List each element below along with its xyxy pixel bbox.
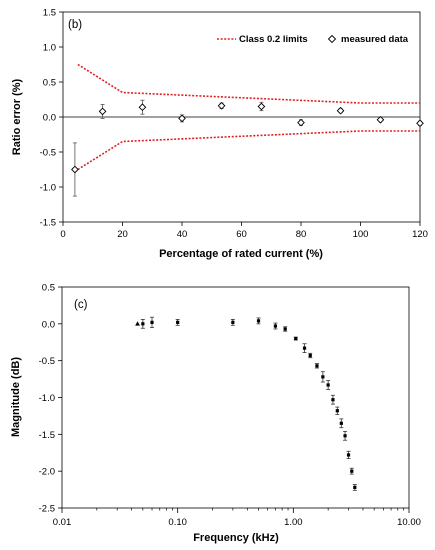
- y-tick-label: -0.5: [39, 356, 55, 367]
- legend-label-limits: Class 0.2 limits: [239, 34, 308, 45]
- data-point: [141, 322, 145, 326]
- y-tick-label: 1.5: [43, 8, 56, 19]
- data-point: [353, 485, 357, 489]
- data-point: [350, 469, 354, 473]
- data-point: [135, 321, 140, 326]
- data-point: [178, 114, 186, 123]
- y-tick-label: -1.0: [40, 183, 56, 194]
- data-point: [343, 434, 347, 438]
- magnitude-points: [135, 316, 357, 491]
- y-tick-label: 0.0: [43, 113, 56, 124]
- data-point: [138, 103, 147, 112]
- data-point: [302, 346, 307, 350]
- limit-lines: [77, 63, 420, 171]
- data-point: [336, 106, 345, 115]
- data-point: [315, 364, 319, 368]
- data-point: [326, 383, 330, 387]
- legend-label-measured: measured data: [341, 34, 409, 45]
- panel-label: (b): [68, 19, 82, 31]
- data-point: [346, 453, 351, 457]
- data-point: [331, 398, 335, 402]
- chart-magnitude: 0.01 0.10 1.00 10.00 -2.5 -2.0 -1.5 -1.0 -0.5 0.…: [10, 283, 421, 545]
- x-axis-ticks: 0 20 40 60 80 100 120: [60, 222, 428, 240]
- y-tick-label: -2.5: [39, 504, 55, 515]
- y-tick-label: 0.0: [42, 319, 55, 330]
- y-axis-ticks: -1.5 -1.0 -0.5 0.0 0.5 1.0 1.5: [40, 8, 63, 229]
- data-point: [176, 320, 180, 324]
- data-point: [256, 319, 261, 323]
- data-point: [257, 102, 266, 111]
- legend: Class 0.2 limits measured data: [217, 34, 409, 45]
- x-tick-label: 100: [353, 229, 369, 240]
- data-point: [335, 409, 339, 413]
- data-point: [217, 101, 226, 110]
- y-tick-label: -2.0: [39, 467, 55, 478]
- x-tick-label: 80: [296, 229, 307, 240]
- x-tick-label: 0.10: [168, 517, 187, 528]
- x-tick-label: 0: [60, 229, 65, 240]
- data-point: [339, 421, 343, 425]
- x-axis-ticks: 0.01 0.10 1.00 10.00: [53, 508, 421, 528]
- plot-area-frame: [61, 286, 410, 509]
- y-tick-label: 0.5: [42, 283, 55, 294]
- x-tick-label: 10.00: [397, 517, 421, 528]
- y-tick-label: -0.5: [40, 148, 56, 159]
- x-axis-title: Percentage of rated current (%): [159, 248, 323, 260]
- y-axis-ticks: -2.5 -2.0 -1.5 -1.0 -0.5 0.0 0.5: [39, 283, 62, 515]
- y-tick-label: -1.5: [40, 218, 56, 229]
- data-point: [283, 327, 287, 331]
- data-point: [297, 118, 305, 127]
- y-axis-title: Ratio error (%): [11, 78, 23, 155]
- y-tick-label: -1.0: [39, 393, 55, 404]
- y-axis-title: Magnitude (dB): [10, 357, 22, 437]
- data-point: [308, 353, 312, 358]
- data-point: [294, 336, 298, 341]
- panel-label: (c): [74, 299, 88, 311]
- x-tick-label: 60: [236, 229, 247, 240]
- limit-line-lower: [77, 130, 420, 171]
- y-tick-label: 1.0: [43, 43, 56, 54]
- x-tick-label: 120: [412, 229, 428, 240]
- limit-line-upper: [77, 63, 420, 104]
- data-point: [321, 375, 325, 379]
- legend-marker-measured: [327, 34, 337, 44]
- measured-points: [71, 99, 424, 197]
- data-point: [150, 320, 154, 324]
- data-point: [231, 320, 235, 324]
- chart-ratio-error: 0 20 40 60 80 100 120 -1.5 -1.0 -0.5 0.0 0.5 1.0 1.5…: [11, 8, 428, 261]
- x-tick-label: 0.01: [53, 517, 72, 528]
- data-point: [71, 165, 79, 174]
- data-point: [376, 115, 385, 124]
- x-tick-label: 20: [117, 229, 128, 240]
- x-tick-label: 1.00: [284, 517, 303, 528]
- y-tick-label: 0.5: [43, 78, 56, 89]
- x-tick-label: 40: [177, 229, 188, 240]
- x-axis-title: Frequency (kHz): [193, 532, 279, 544]
- data-point: [98, 107, 107, 116]
- y-tick-label: -1.5: [39, 430, 55, 441]
- data-point: [416, 119, 424, 128]
- data-point: [273, 324, 278, 328]
